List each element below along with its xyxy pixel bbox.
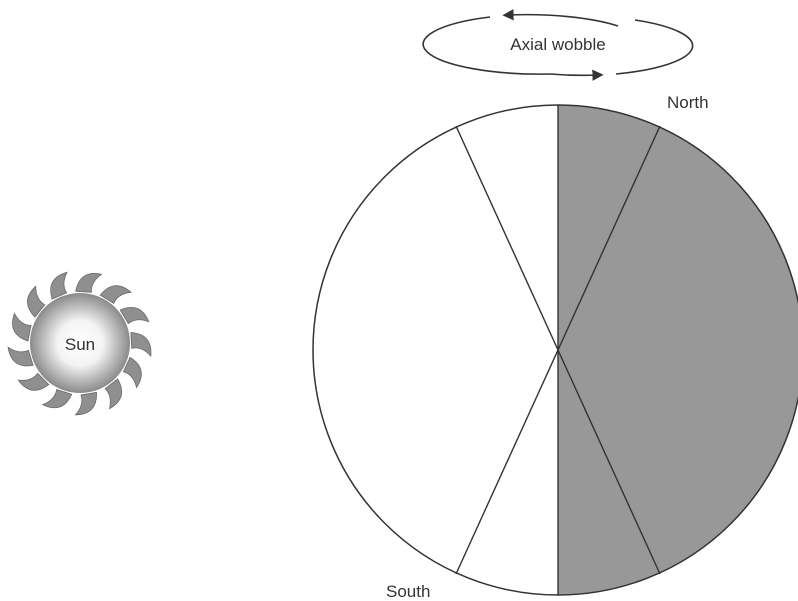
sun-icon: Sun: [7, 271, 152, 416]
sun-rays: [7, 271, 152, 416]
axis-mirror-line: [455, 125, 661, 575]
south-label: South: [386, 582, 430, 601]
wobble-arc-left: [422, 16, 551, 75]
wobble-arc-bottom: [549, 69, 604, 81]
axial-wobble-indicator: Axial wobble: [422, 9, 694, 81]
wobble-arc-top: [502, 9, 619, 27]
sun-disc: [30, 293, 130, 393]
sun-label: Sun: [65, 335, 95, 354]
north-label: North: [667, 93, 709, 112]
earth: [312, 104, 798, 596]
earth-night-side: [558, 105, 798, 595]
wobble-label: Axial wobble: [510, 35, 605, 54]
wobble-arc-right: [615, 19, 694, 75]
